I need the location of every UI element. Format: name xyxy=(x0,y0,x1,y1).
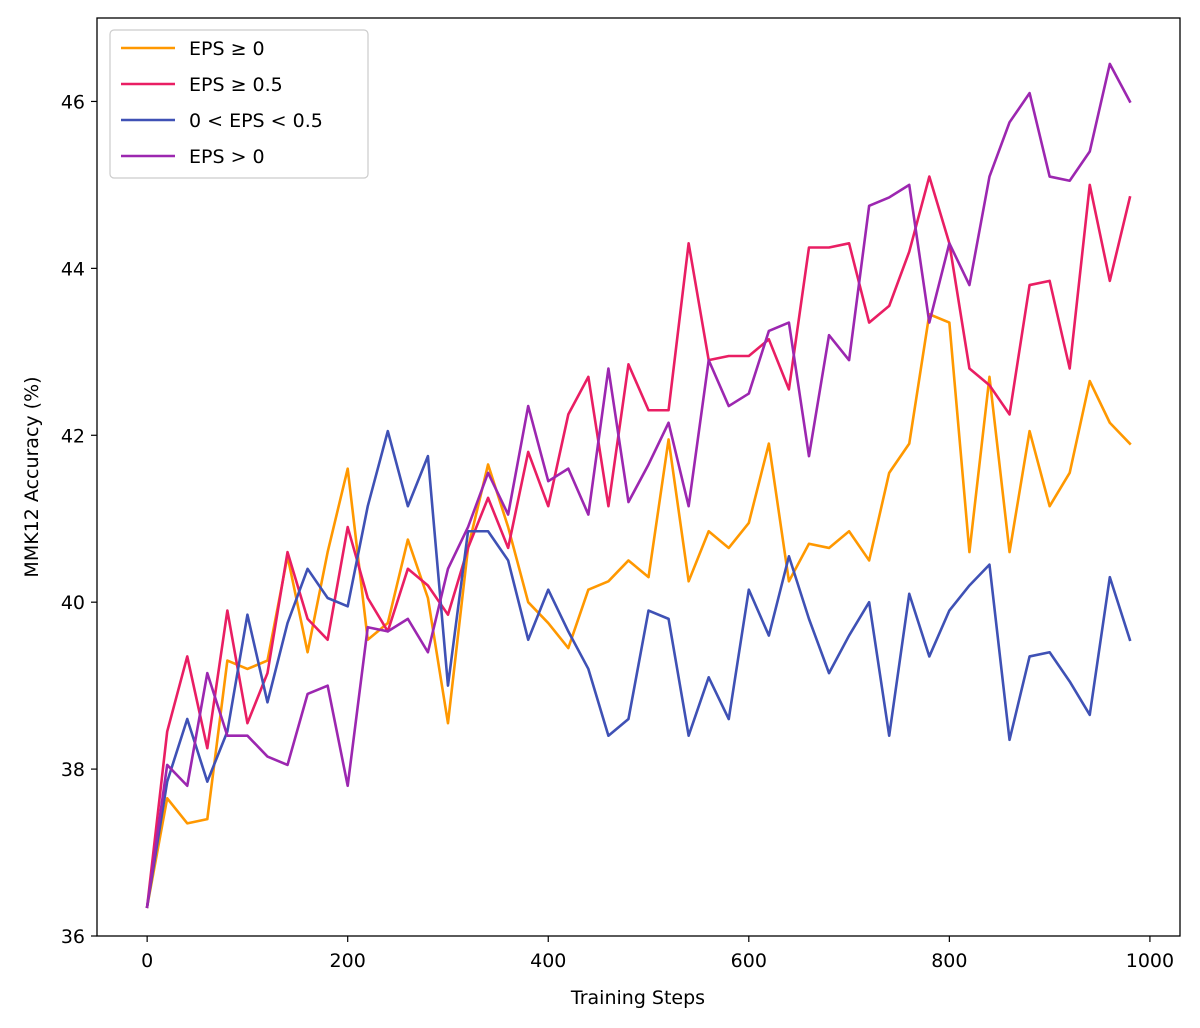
x-tick-label: 1000 xyxy=(1126,950,1174,972)
y-tick-label: 36 xyxy=(61,926,85,948)
legend-label-3: 0 < EPS < 0.5 xyxy=(189,110,323,132)
series-layer xyxy=(145,62,1132,909)
legend-label-4: EPS > 0 xyxy=(189,146,265,168)
series-line-2 xyxy=(145,175,1132,909)
series-line-3 xyxy=(145,429,1132,909)
plot-area-frame xyxy=(96,17,1181,937)
y-axis-label: MMK12 Accuracy (%) xyxy=(21,376,43,577)
y-tick-label: 46 xyxy=(61,91,85,113)
x-tick-label: 200 xyxy=(330,950,366,972)
y-axis-ticks: 36 38 40 42 44 46 xyxy=(61,91,97,948)
y-tick-label: 42 xyxy=(61,425,85,447)
series-line-1 xyxy=(145,312,1132,909)
series-line-4 xyxy=(145,62,1132,909)
legend-label-1: EPS ≥ 0 xyxy=(189,38,265,60)
x-tick-label: 600 xyxy=(731,950,767,972)
x-axis-ticks: 0 200 400 600 800 1000 xyxy=(141,936,1174,972)
x-axis-label: Training Steps xyxy=(570,987,705,1009)
legend-label-2: EPS ≥ 0.5 xyxy=(189,74,283,96)
y-tick-label: 40 xyxy=(61,592,85,614)
y-tick-label: 38 xyxy=(61,759,85,781)
x-tick-label: 0 xyxy=(141,950,153,972)
legend-box xyxy=(109,29,369,179)
x-tick-label: 400 xyxy=(530,950,566,972)
x-tick-label: 800 xyxy=(931,950,967,972)
legend: EPS ≥ 0 EPS ≥ 0.5 0 < EPS < 0.5 EPS > 0 xyxy=(109,29,369,179)
y-tick-label: 44 xyxy=(61,258,85,280)
